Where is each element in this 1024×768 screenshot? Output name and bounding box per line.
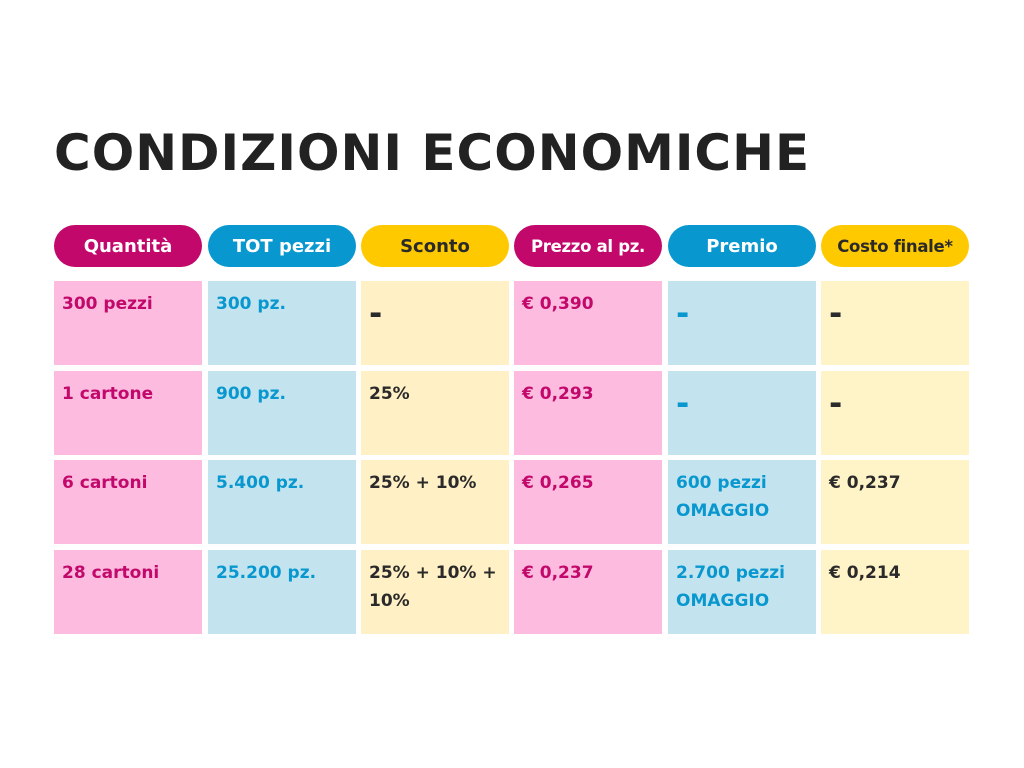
table-cell-prezzo: € 0,390 — [514, 281, 662, 365]
table-cell-quantita: 28 cartoni — [54, 550, 202, 634]
table-cell-quantita: 6 cartoni — [54, 460, 202, 544]
table-cell-premio: - — [668, 281, 816, 365]
table-cell-quantita: 1 cartone — [54, 371, 202, 455]
table-cell-premio: 2.700 pezzi OMAGGIO — [668, 550, 816, 634]
header-costo-finale: Costo finale* — [821, 225, 969, 267]
table-cell-prezzo: € 0,237 — [514, 550, 662, 634]
table-cell-premio: 600 pezzi OMAGGIO — [668, 460, 816, 544]
header-tot-pezzi: TOT pezzi — [208, 225, 356, 267]
table-cell-sconto: 25% + 10% — [361, 460, 509, 544]
header-sconto: Sconto — [361, 225, 509, 267]
table-cell-tot-pezzi: 300 pz. — [208, 281, 356, 365]
table-cell-costo-finale: € 0,237 — [821, 460, 969, 544]
table-cell-sconto: 25% — [361, 371, 509, 455]
table-cell-prezzo: € 0,265 — [514, 460, 662, 544]
table-cell-costo-finale: - — [821, 371, 969, 455]
table-cell-prezzo: € 0,293 — [514, 371, 662, 455]
table-cell-tot-pezzi: 900 pz. — [208, 371, 356, 455]
table-cell-costo-finale: € 0,214 — [821, 550, 969, 634]
table-cell-sconto: 25% + 10% + 10% — [361, 550, 509, 634]
page-title: CONDIZIONI ECONOMICHE — [54, 124, 811, 182]
table-cell-costo-finale: - — [821, 281, 969, 365]
header-quantita: Quantità — [54, 225, 202, 267]
table-cell-premio: - — [668, 371, 816, 455]
table-cell-sconto: - — [361, 281, 509, 365]
table-cell-tot-pezzi: 5.400 pz. — [208, 460, 356, 544]
header-premio: Premio — [668, 225, 816, 267]
table-cell-quantita: 300 pezzi — [54, 281, 202, 365]
header-prezzo-al-pz: Prezzo al pz. — [514, 225, 662, 267]
table-cell-tot-pezzi: 25.200 pz. — [208, 550, 356, 634]
